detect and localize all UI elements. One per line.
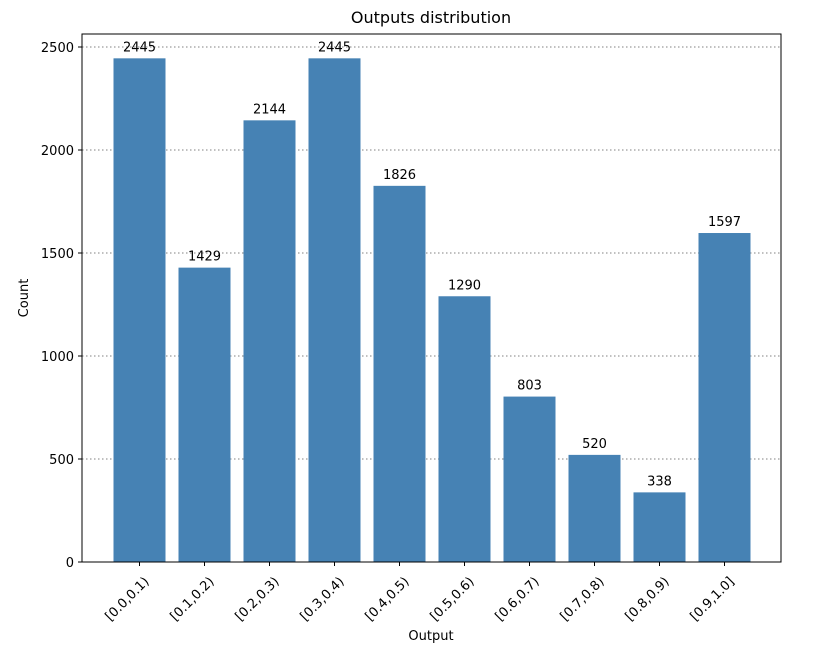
bar-value-label: 1429: [188, 250, 221, 265]
bar: [178, 267, 231, 562]
y-tick-label: 1000: [41, 350, 74, 365]
y-axis-label: Count: [17, 279, 32, 318]
bar-value-label: 1597: [708, 215, 741, 230]
bar-value-label: 1826: [383, 168, 416, 183]
bar: [698, 233, 751, 562]
bar: [503, 396, 556, 562]
y-tick-label: 500: [49, 453, 74, 468]
bar: [113, 58, 166, 562]
y-axis-ticks: 0 500 1000 1500 2000 2500: [41, 41, 82, 571]
bar-value-label: 338: [647, 474, 672, 489]
x-axis-label: Output: [408, 629, 453, 644]
x-tick-label: [0.7,0.8): [558, 574, 608, 624]
bars: [113, 58, 751, 562]
chart-title: Outputs distribution: [351, 8, 511, 27]
bar-value-label: 1290: [448, 278, 481, 293]
x-axis-ticks: [0.0,0.1) [0.1,0.2) [0.2,0.3) [0.3,0.4) [0.4…: [103, 562, 738, 624]
x-tick-label: [0.9,1.0]: [688, 574, 738, 624]
y-tick-label: 2000: [41, 144, 74, 159]
bar: [243, 120, 296, 562]
bar: [568, 454, 621, 562]
x-tick-label: [0.0,0.1): [103, 574, 153, 624]
data-labels: 2445 1429 2144 2445 1826 1290 803 520 338 1597: [123, 40, 741, 489]
x-tick-label: [0.3,0.4): [298, 574, 348, 624]
bar: [438, 296, 491, 562]
bar: [308, 58, 361, 562]
bar: [373, 185, 426, 562]
x-tick-label: [0.5,0.6): [428, 574, 478, 624]
bar-value-label: 520: [582, 437, 607, 452]
x-tick-label: [0.1,0.2): [168, 574, 218, 624]
y-tick-label: 0: [66, 556, 74, 571]
plot-frame: [81, 33, 782, 563]
y-tick-label: 1500: [41, 247, 74, 262]
bar-value-label: 2144: [253, 102, 286, 117]
x-tick-label: [0.4,0.5): [363, 574, 413, 624]
bar-value-label: 803: [517, 379, 542, 394]
x-tick-label: [0.8,0.9): [623, 574, 673, 624]
y-tick-label: 2500: [41, 41, 74, 56]
bar: [633, 492, 686, 562]
bar-value-label: 2445: [123, 40, 156, 55]
bar-value-label: 2445: [318, 40, 351, 55]
x-tick-label: [0.2,0.3): [233, 574, 283, 624]
x-tick-label: [0.6,0.7): [493, 574, 543, 624]
